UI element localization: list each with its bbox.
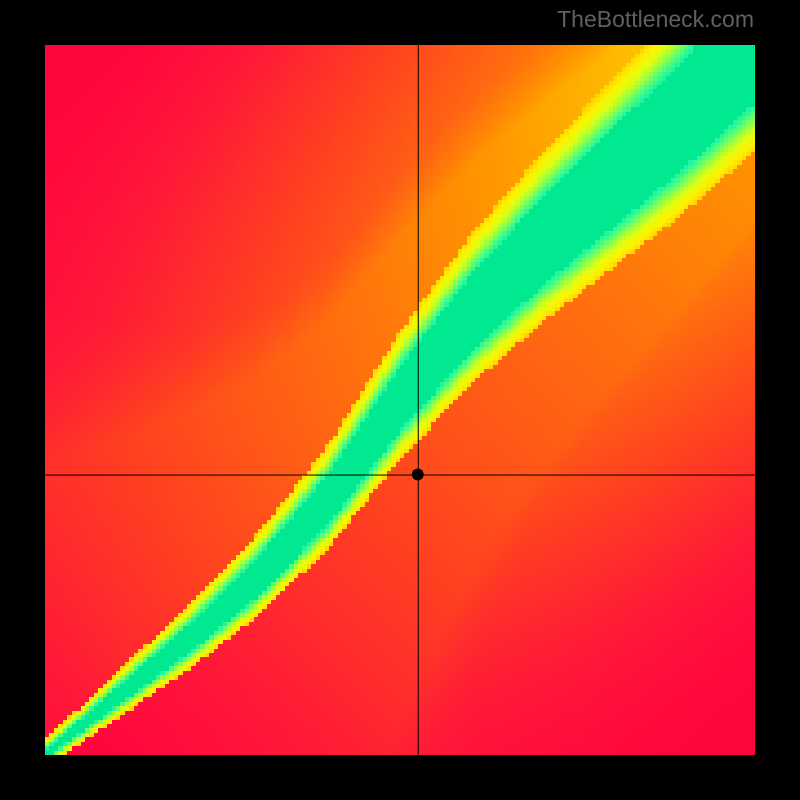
crosshair-overlay bbox=[0, 0, 800, 800]
root: TheBottleneck.com bbox=[0, 0, 800, 800]
watermark-text: TheBottleneck.com bbox=[557, 6, 754, 33]
